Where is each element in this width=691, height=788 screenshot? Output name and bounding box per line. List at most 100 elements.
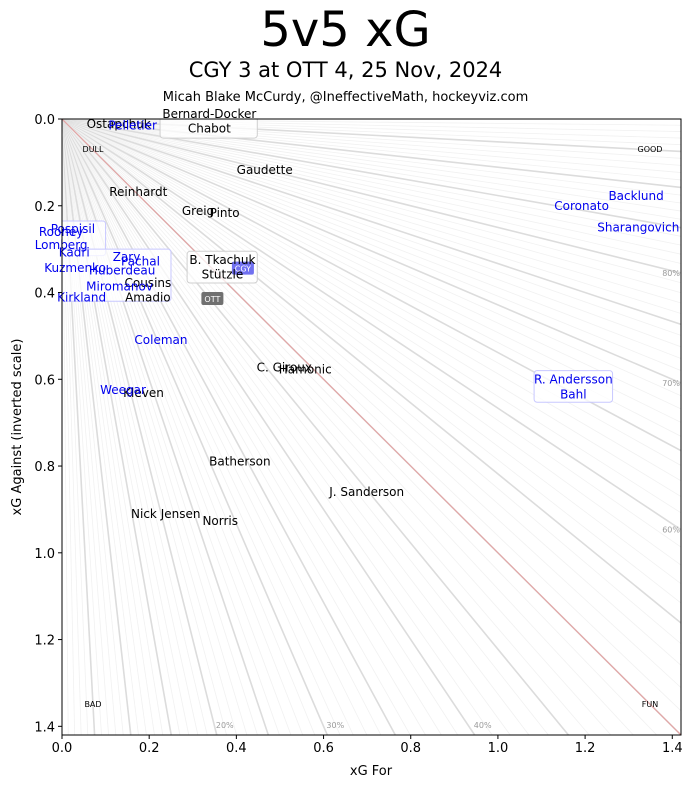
percentage-ray xyxy=(62,119,681,624)
percentage-ray xyxy=(62,119,329,735)
percentage-ray xyxy=(62,119,681,688)
y-tick-label: 0.4 xyxy=(34,287,55,302)
player-label: Stützle xyxy=(202,268,244,282)
player-label: Kirkland xyxy=(57,290,106,304)
player-label: Nick Jensen xyxy=(131,507,200,521)
player-label: Reinhardt xyxy=(109,185,167,199)
player-label: Amadio xyxy=(125,291,171,305)
y-tick-label: 0.0 xyxy=(34,113,55,128)
percentage-ray xyxy=(62,119,341,735)
percentage-ray xyxy=(62,119,190,735)
player-label: Hamonic xyxy=(279,363,332,377)
y-tick-label: 0.6 xyxy=(34,373,55,388)
y-tick-label: 1.4 xyxy=(34,720,55,735)
percentage-ray xyxy=(62,119,681,585)
percentage-ray xyxy=(62,119,681,531)
even-diagonal xyxy=(62,119,681,735)
player-label: C. Giroux xyxy=(257,361,312,375)
player-label: Bernard-Docker xyxy=(162,107,256,121)
percentage-ray xyxy=(62,119,368,735)
percentage-ray xyxy=(62,119,382,735)
plot-frame xyxy=(61,118,682,736)
player-label: Coleman xyxy=(134,333,187,347)
team-badge xyxy=(201,292,224,306)
x-tick-label: 1.4 xyxy=(662,741,683,756)
y-tick-label: 0.8 xyxy=(34,460,55,475)
percentage-ray xyxy=(62,119,354,735)
team-badges: OTT CGY xyxy=(201,261,254,306)
percentage-label: 80% xyxy=(662,269,680,278)
player-label: Coronato xyxy=(554,199,609,213)
percentage-ray xyxy=(62,119,681,304)
percentage-ray xyxy=(62,119,570,735)
team-badge xyxy=(231,261,254,275)
chart-subtitle: CGY 3 at OTT 4, 25 Nov, 2024 xyxy=(188,58,503,82)
y-tick-label: 0.2 xyxy=(34,200,55,215)
percentage-label: 40% xyxy=(474,721,492,730)
percentage-ray xyxy=(62,119,681,255)
player-label: Miromanov xyxy=(86,279,153,293)
percentage-ray xyxy=(62,119,681,284)
player-label: Bahl xyxy=(560,387,587,401)
percentage-ray xyxy=(62,119,397,735)
x-axis-ticks: 0.0 0.2 0.4 0.6 0.8 1.0 1.2 1.4 xyxy=(52,735,683,756)
percentage-ray xyxy=(62,119,411,735)
percentage-ray xyxy=(62,119,681,514)
x-axis-label: xG For xyxy=(350,764,393,779)
percentage-ray xyxy=(62,119,549,735)
percentage-ray xyxy=(62,119,681,274)
player-label: Kuzmenko xyxy=(44,261,106,275)
percentage-ray xyxy=(62,119,459,735)
percentage-ray xyxy=(62,119,681,246)
player-label: Backlund xyxy=(608,189,663,203)
y-axis-label: xG Against (inverted scale) xyxy=(10,339,25,516)
group-boxes xyxy=(62,119,614,403)
x-tick-label: 1.0 xyxy=(488,741,509,756)
percentage-ray xyxy=(62,119,681,712)
percentage-ray xyxy=(62,119,681,604)
percentage-ray xyxy=(62,119,199,735)
percentage-ray xyxy=(62,119,658,735)
y-tick-label: 1.2 xyxy=(34,634,55,649)
player-label: Kleven xyxy=(123,386,164,400)
percentage-ray xyxy=(62,119,590,735)
percentage-ray xyxy=(62,119,426,735)
percentage-ray xyxy=(62,119,681,482)
group-box xyxy=(159,119,258,139)
player-label: Sharangovich xyxy=(597,220,679,234)
percentage-ray xyxy=(62,119,681,466)
percentage-label: 30% xyxy=(326,721,344,730)
x-tick-label: 0.8 xyxy=(400,741,421,756)
percentage-ray xyxy=(62,119,681,294)
player-label: R. Andersson xyxy=(534,372,613,386)
player-label: Chabot xyxy=(188,122,231,136)
player-label: Pelletier xyxy=(108,119,157,133)
chart-title: 5v5 xG xyxy=(260,2,431,58)
player-label: Norris xyxy=(202,514,238,528)
percentage-ray xyxy=(62,119,681,348)
percentage-ray xyxy=(62,119,681,645)
player-label: Rooney xyxy=(39,225,84,239)
team-badge-label: OTT xyxy=(204,295,220,304)
group-box xyxy=(186,250,258,284)
percentage-ray xyxy=(62,119,681,666)
percentage-ray xyxy=(62,119,681,410)
percentage-ray xyxy=(62,119,681,264)
player-label: B. Tkachuk xyxy=(189,253,255,267)
player-label: Lomberg xyxy=(35,238,88,252)
player-label: Pinto xyxy=(210,206,240,220)
percentage-ray xyxy=(62,119,530,735)
percentage-label: 70% xyxy=(662,379,680,388)
percentage-ray xyxy=(62,119,442,735)
player-label: Pachal xyxy=(121,254,160,268)
percentage-label: 60% xyxy=(662,526,680,535)
group-box xyxy=(533,370,614,403)
percentage-ray xyxy=(62,119,634,735)
percentage-ray xyxy=(62,119,681,326)
corner-labels: DULL GOOD BAD FUN xyxy=(83,145,663,709)
percentage-ray xyxy=(62,119,681,336)
percentage-ray xyxy=(62,119,681,548)
corner-label-bad: BAD xyxy=(84,700,101,709)
percentage-ray xyxy=(62,119,681,397)
